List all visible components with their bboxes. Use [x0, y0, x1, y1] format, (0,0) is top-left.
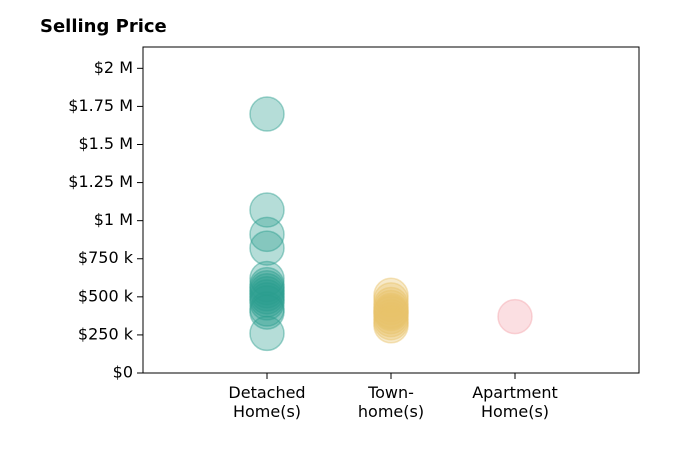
- y-tick-label: $250 k: [78, 324, 134, 343]
- data-point: [249, 269, 285, 306]
- data-point: [249, 285, 285, 321]
- data-point: [249, 260, 285, 297]
- data-point: [249, 315, 285, 352]
- data-point: [249, 279, 285, 315]
- y-tick-label: $2 M: [94, 58, 133, 77]
- data-point: [249, 294, 285, 330]
- data-points: [249, 96, 533, 352]
- data-point: [249, 276, 285, 312]
- y-tick-label: $1.5 M: [78, 134, 133, 153]
- x-tick-label: Town-home(s): [358, 383, 424, 421]
- data-point: [373, 308, 409, 344]
- data-point: [373, 304, 409, 341]
- data-point: [373, 282, 409, 318]
- data-point: [373, 277, 409, 314]
- data-point: [249, 272, 285, 309]
- data-point: [249, 282, 285, 318]
- y-tick-label: $1.25 M: [68, 172, 133, 191]
- data-point: [373, 301, 409, 338]
- data-point: [373, 292, 409, 329]
- y-tick-label: $0: [113, 363, 133, 382]
- data-point: [497, 298, 533, 335]
- y-axis: $0 $250 k $500 k $750 k $1 M $1.25 M $1.5 M $1.…: [68, 58, 143, 382]
- data-point: [249, 96, 285, 132]
- x-axis: Detached Home(s) Town-home(s) Apartment Home…: [228, 373, 558, 421]
- chart-title: Selling Price: [40, 16, 167, 37]
- x-tick-label: Detached Home(s): [228, 383, 305, 421]
- data-point: [373, 289, 409, 326]
- y-tick-label: $1.75 M: [68, 96, 133, 115]
- data-point: [373, 286, 409, 323]
- y-tick-label: $750 k: [78, 248, 134, 267]
- y-tick-label: $500 k: [78, 286, 134, 305]
- data-point: [249, 192, 285, 228]
- data-point: [373, 294, 409, 330]
- x-tick-label: Apartment Home(s): [472, 383, 558, 421]
- data-point: [249, 216, 285, 253]
- data-point: [249, 266, 285, 303]
- y-tick-label: $1 M: [94, 210, 133, 229]
- data-point: [373, 295, 409, 332]
- data-point: [249, 230, 285, 266]
- data-point: [373, 298, 409, 335]
- data-point: [249, 291, 285, 327]
